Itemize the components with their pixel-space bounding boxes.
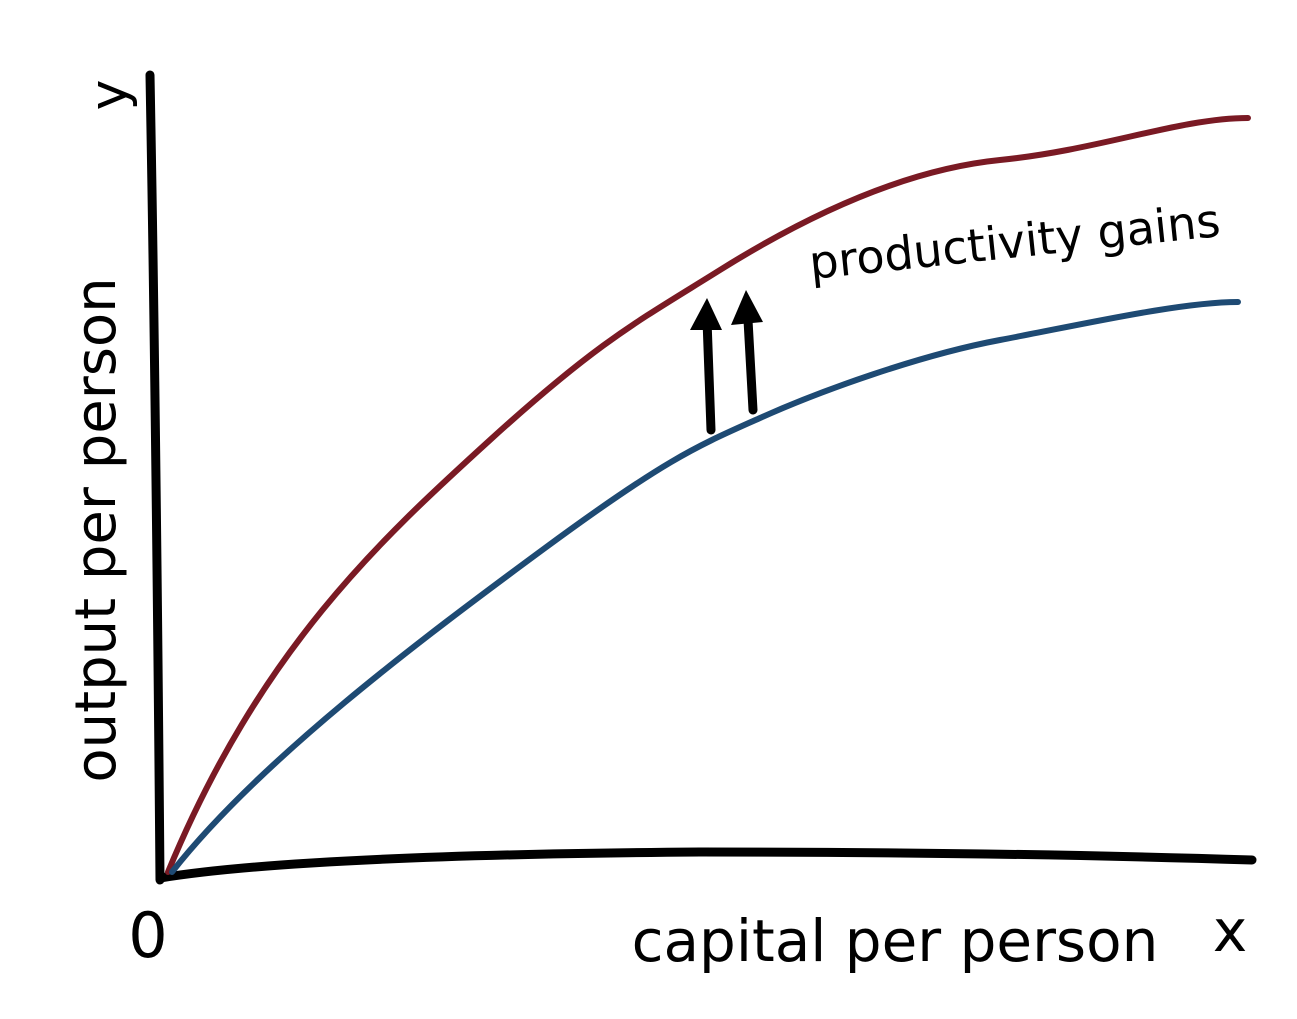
x-axis-title: capital per person: [632, 907, 1159, 975]
origin-label: 0: [128, 899, 167, 972]
y-axis: [145, 70, 165, 885]
arrow-shaft: [743, 315, 758, 415]
x-axis-symbol: x: [1213, 897, 1247, 965]
arrow-head: [731, 290, 763, 325]
arrow-head: [690, 298, 722, 330]
x-axis: [155, 847, 1257, 883]
upper-curve: [165, 115, 1251, 875]
arrows: [702, 315, 758, 435]
y-axis-title: output per person: [64, 277, 129, 782]
y-axis-symbol: y: [79, 80, 139, 111]
lower-curve: [169, 299, 1241, 875]
arrow-shaft: [702, 315, 716, 435]
